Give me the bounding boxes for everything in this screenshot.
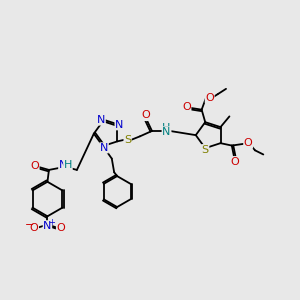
Text: N: N [100,143,108,153]
Text: O: O [182,102,191,112]
Text: O: O [244,138,253,148]
Text: O: O [30,161,39,171]
Text: +: + [48,218,55,227]
Text: −: − [25,220,34,230]
Text: N: N [115,120,124,130]
Text: O: O [56,223,65,232]
Text: O: O [30,223,38,232]
Text: H: H [64,160,72,170]
Text: S: S [202,145,209,154]
Text: S: S [124,135,131,145]
Text: H: H [162,123,171,133]
Text: N: N [162,127,171,137]
Text: O: O [205,93,214,103]
Text: N: N [97,115,105,125]
Text: N: N [43,221,52,231]
Text: O: O [142,110,150,121]
Text: N: N [59,160,67,170]
Text: O: O [230,157,239,166]
